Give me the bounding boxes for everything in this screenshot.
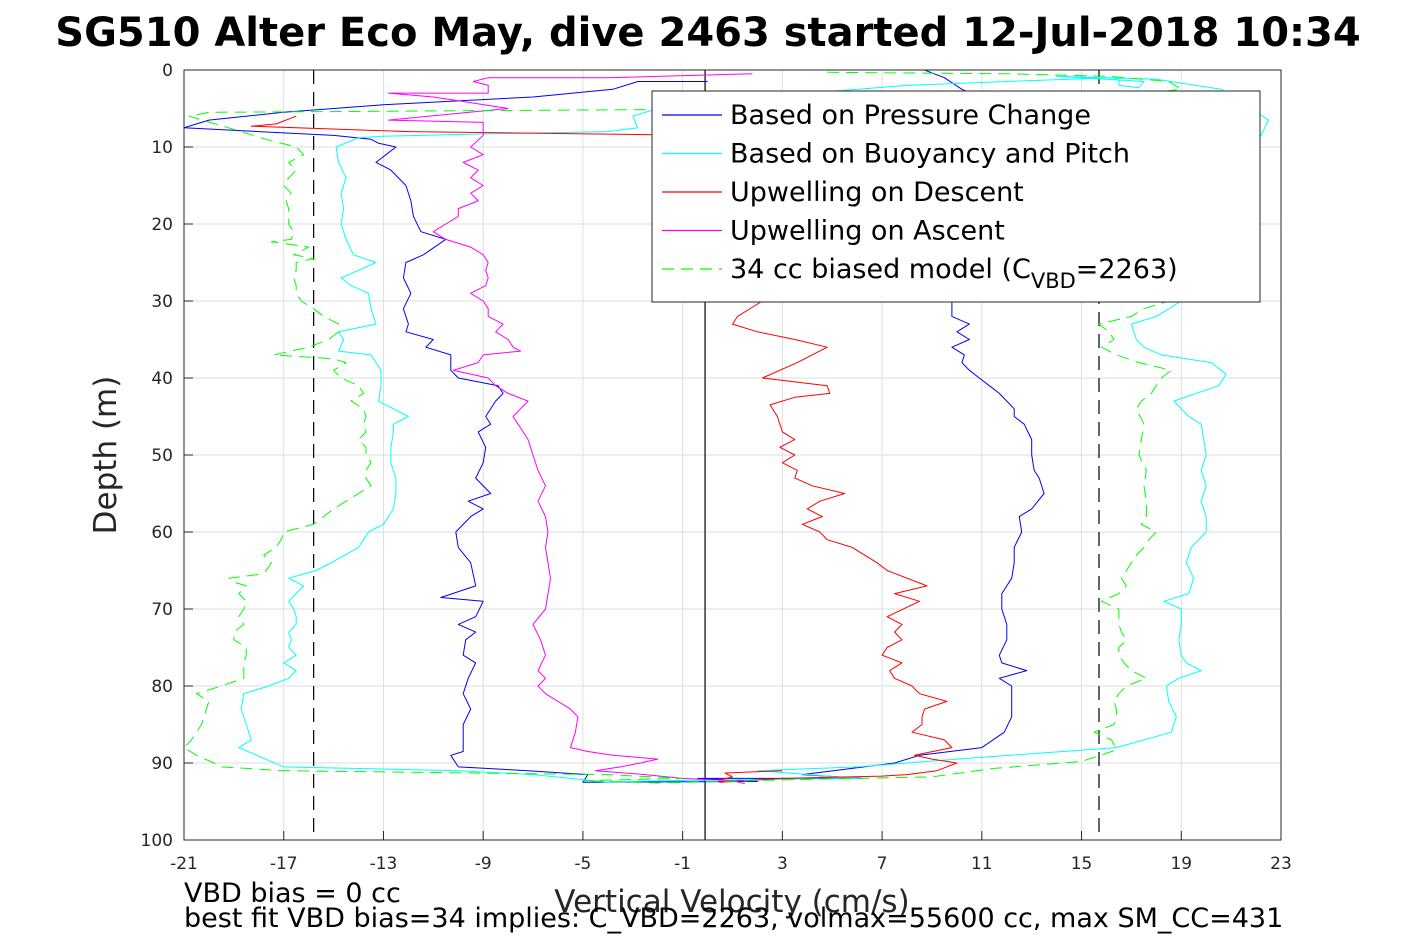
- legend-label: 34 cc biased model (CVBD=2263): [730, 254, 1178, 293]
- y-axis-label: Depth (m): [88, 376, 124, 535]
- y-tick-label: 10: [151, 138, 173, 158]
- footer-line-2: best fit VBD bias=34 implies: C_VBD=2263…: [184, 903, 1283, 934]
- legend-label: Upwelling on Descent: [730, 177, 1024, 208]
- x-tick-label: 3: [777, 854, 788, 874]
- x-axis-label: Vertical Velocity (cm/s): [554, 884, 909, 920]
- footer-line-1: VBD bias = 0 cc: [184, 878, 401, 909]
- x-tick-label: -5: [574, 854, 591, 874]
- x-tick-label: 23: [1270, 854, 1292, 874]
- x-tick-label: -21: [170, 854, 198, 874]
- y-tick-label: 90: [151, 754, 173, 774]
- y-tick-label: 20: [151, 215, 173, 235]
- legend-label: Based on Buoyancy and Pitch: [730, 139, 1130, 170]
- chart-title: SG510 Alter Eco May, dive 2463 started 1…: [55, 10, 1360, 56]
- y-tick-label: 100: [141, 831, 173, 851]
- legend-label: Based on Pressure Change: [730, 100, 1091, 131]
- y-tick-label: 80: [151, 677, 173, 697]
- x-tick-label: -17: [270, 854, 298, 874]
- x-tick-label: -1: [674, 854, 691, 874]
- y-tick-label: 30: [151, 292, 173, 312]
- legend: Based on Pressure Change Based on Buoyanc…: [651, 90, 1261, 303]
- x-tick-label: 15: [1071, 854, 1093, 874]
- series-line-5: [184, 71, 1187, 784]
- legend-label: Upwelling on Ascent: [730, 216, 1005, 247]
- x-tick-label: 19: [1170, 854, 1192, 874]
- y-tick-label: 70: [151, 600, 173, 620]
- y-tick-label: 50: [151, 446, 173, 466]
- series-line-4: [387, 73, 753, 785]
- x-tick-label: 11: [971, 854, 993, 874]
- series-line-1: [184, 70, 1045, 783]
- axis-ticks: -21 -17 -13 -9 -5 -1 3 7 11 15 19 23010203040506070…: [141, 61, 1292, 874]
- y-tick-label: 0: [162, 61, 173, 81]
- y-tick-label: 60: [151, 523, 173, 543]
- legend-box: [651, 90, 1261, 303]
- x-tick-label: -13: [370, 854, 398, 874]
- x-tick-label: -9: [475, 854, 492, 874]
- x-tick-label: 7: [877, 854, 888, 874]
- y-tick-label: 40: [151, 369, 173, 389]
